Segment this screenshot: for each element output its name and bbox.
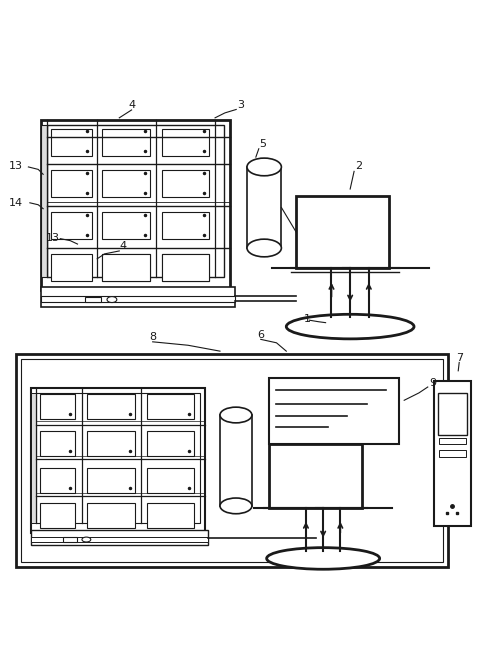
Text: 1: 1	[303, 314, 311, 324]
Bar	[51, 254, 92, 281]
Text: 4: 4	[119, 241, 126, 251]
Ellipse shape	[220, 407, 252, 423]
Bar	[296, 196, 389, 268]
Bar	[87, 394, 135, 419]
Bar	[147, 467, 194, 493]
Bar	[40, 503, 75, 528]
Bar	[439, 438, 465, 444]
Bar	[162, 254, 209, 281]
Ellipse shape	[287, 314, 414, 339]
Bar	[162, 212, 209, 239]
Text: 4: 4	[128, 99, 135, 109]
Bar	[51, 170, 92, 198]
Text: 14: 14	[9, 198, 23, 208]
Text: 8: 8	[149, 332, 156, 342]
Bar	[102, 254, 150, 281]
Text: 3: 3	[237, 99, 244, 109]
Text: 6: 6	[257, 330, 264, 340]
Bar	[87, 431, 135, 455]
Bar	[41, 125, 46, 278]
Bar	[36, 393, 201, 523]
Bar	[269, 378, 399, 444]
Bar	[40, 467, 75, 493]
Bar	[41, 120, 230, 290]
Ellipse shape	[247, 158, 282, 176]
Ellipse shape	[107, 296, 117, 302]
Ellipse shape	[220, 498, 252, 514]
Text: 7: 7	[456, 353, 463, 363]
Text: 9: 9	[429, 377, 436, 388]
Bar	[40, 431, 75, 455]
Bar	[220, 415, 252, 506]
Bar	[31, 388, 205, 533]
Bar	[51, 129, 92, 156]
Bar	[147, 503, 194, 528]
Bar	[21, 359, 444, 562]
Bar	[438, 393, 466, 435]
Bar	[85, 297, 101, 302]
Bar	[41, 296, 235, 302]
Bar	[102, 254, 150, 281]
Text: 2: 2	[355, 161, 362, 172]
Ellipse shape	[82, 537, 91, 542]
Text: 5: 5	[259, 139, 266, 149]
Bar	[147, 431, 194, 455]
Bar	[41, 287, 235, 307]
Bar	[51, 212, 92, 239]
Bar	[269, 444, 363, 509]
Bar	[63, 537, 77, 542]
Bar	[162, 254, 209, 281]
Bar	[40, 394, 75, 419]
Bar	[31, 393, 36, 523]
Bar	[102, 170, 150, 198]
Bar	[147, 394, 194, 419]
Ellipse shape	[267, 548, 379, 570]
Bar	[162, 129, 209, 156]
Bar	[102, 129, 150, 156]
Bar	[102, 212, 150, 239]
Bar	[16, 353, 449, 568]
Bar	[31, 537, 207, 542]
Bar	[87, 503, 135, 528]
Bar	[31, 530, 207, 545]
Text: 13: 13	[45, 233, 60, 243]
Text: 13: 13	[9, 161, 23, 172]
Bar	[247, 167, 282, 248]
Ellipse shape	[247, 239, 282, 257]
Bar	[434, 381, 470, 526]
Bar	[162, 170, 209, 198]
Bar	[87, 467, 135, 493]
Bar	[46, 125, 224, 278]
Bar	[439, 450, 465, 457]
